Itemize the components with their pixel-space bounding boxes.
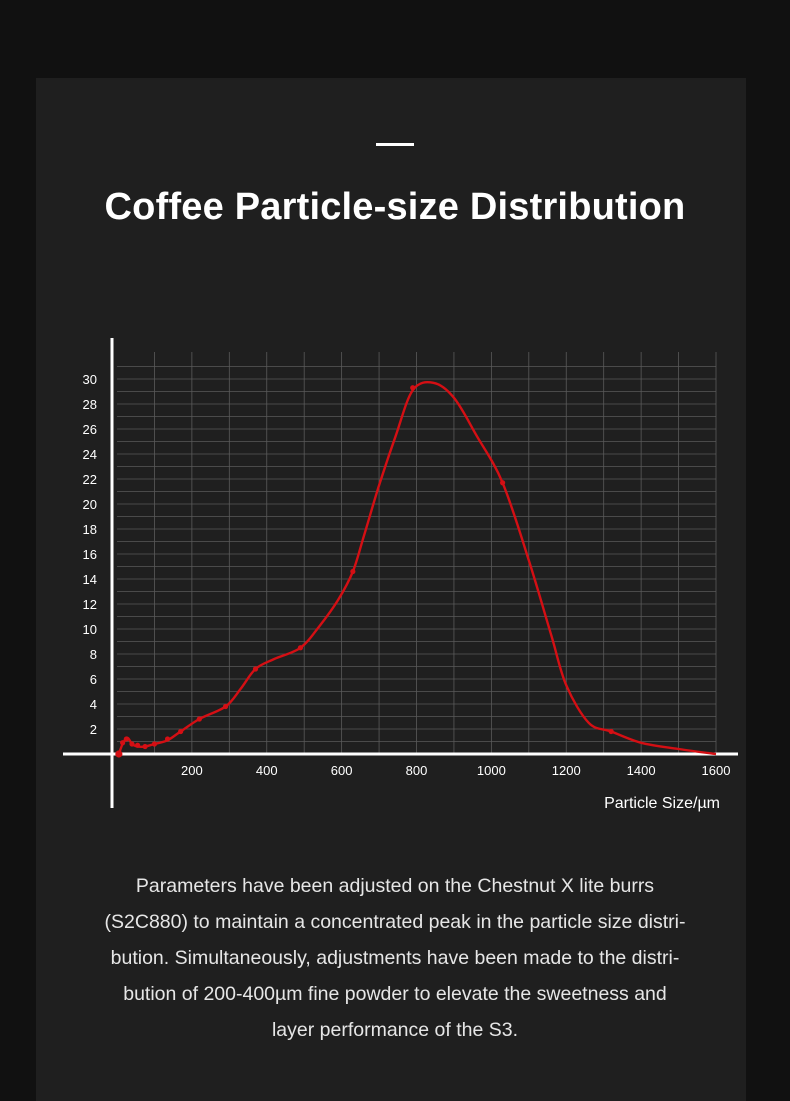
y-tick-label: 28	[83, 397, 97, 412]
data-point	[164, 736, 171, 742]
y-tick-label: 10	[83, 622, 97, 637]
y-tick-label: 8	[90, 647, 97, 662]
description-text: Parameters have been adjusted on the Che…	[104, 875, 686, 1041]
data-point	[297, 645, 304, 651]
y-tick-label: 14	[83, 572, 97, 587]
y-tick-label: 26	[83, 422, 97, 437]
data-point	[123, 736, 129, 742]
data-point	[134, 742, 141, 748]
y-tick-label: 2	[90, 722, 97, 737]
data-point	[151, 741, 158, 747]
data-point	[222, 703, 229, 710]
chart-grid	[117, 352, 717, 754]
y-tick-label: 18	[83, 522, 97, 537]
x-tick-label: 600	[331, 763, 353, 778]
data-point	[410, 385, 416, 391]
y-tick-label: 6	[90, 672, 97, 687]
data-point	[252, 666, 259, 672]
x-tick-label: 1200	[552, 763, 581, 778]
data-point	[500, 480, 506, 486]
x-tick-label: 1000	[477, 763, 506, 778]
y-tick-label: 22	[83, 472, 97, 487]
y-tick-label: 16	[83, 547, 97, 562]
y-tick-label: 4	[90, 697, 97, 712]
data-point	[608, 728, 614, 735]
x-tick-labels: 200 400 600 800 1000 1200 1400 1600	[181, 763, 730, 778]
x-axis-label: Particle Size/µm	[604, 795, 720, 812]
x-tick-label: 1400	[627, 763, 656, 778]
y-tick-label: 24	[83, 447, 97, 462]
page-title: Coffee Particle-size Distribution	[104, 186, 686, 228]
data-point	[120, 740, 126, 746]
title-accent-dash	[376, 143, 414, 146]
data-points	[115, 385, 614, 758]
x-tick-label: 400	[256, 763, 278, 778]
y-tick-label: 20	[83, 497, 97, 512]
x-tick-label: 1600	[702, 763, 731, 778]
data-point	[350, 568, 356, 575]
data-point	[196, 716, 202, 722]
x-tick-label: 800	[406, 763, 428, 778]
y-tick-label: 12	[83, 597, 97, 612]
data-point	[178, 728, 184, 735]
chart-axes	[63, 338, 738, 808]
data-point	[142, 743, 148, 750]
data-point	[115, 750, 123, 758]
data-point	[129, 741, 135, 747]
distribution-curve	[117, 380, 717, 756]
y-tick-label: 30	[83, 372, 97, 387]
x-tick-label: 200	[181, 763, 203, 778]
